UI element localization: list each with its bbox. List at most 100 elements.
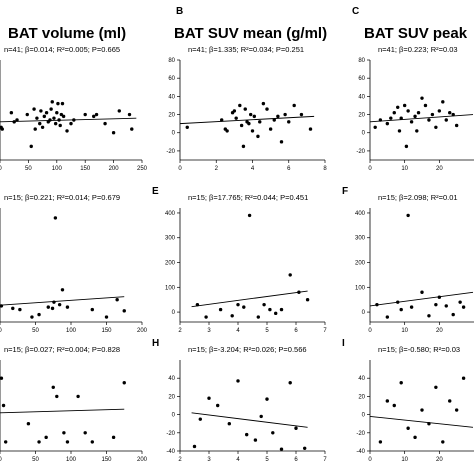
data-point <box>434 125 438 129</box>
regression-line <box>191 412 308 428</box>
y-tick-label: -20 <box>356 431 365 437</box>
data-point <box>55 394 59 399</box>
data-point <box>122 381 126 385</box>
x-tick-label: 10 <box>401 328 408 334</box>
data-point <box>385 121 390 126</box>
y-tick-label: 300 <box>355 236 366 242</box>
data-point <box>207 396 211 400</box>
x-tick-label: 20 <box>436 166 443 172</box>
column-title-suv-mean: BAT SUV mean (g/ml) <box>174 25 327 42</box>
data-point <box>0 304 4 308</box>
data-point <box>230 314 234 318</box>
data-point <box>441 440 445 444</box>
data-point <box>117 109 121 113</box>
data-point <box>227 422 231 426</box>
x-tick-label: 150 <box>101 457 112 463</box>
data-point <box>12 120 16 124</box>
data-point <box>44 111 49 115</box>
data-point <box>218 307 223 312</box>
data-point <box>56 101 60 106</box>
stats-text: n=15; β=0.221; R²=0.014; P=0.679 <box>4 193 120 202</box>
data-point <box>268 307 272 312</box>
x-tick-label: 100 <box>66 328 77 334</box>
data-point <box>104 315 109 319</box>
panel-d: n=15; β=0.221; R²=0.014; P=0.679 0 50 100 15… <box>0 193 148 334</box>
y-tick-label: -20 <box>166 431 175 437</box>
x-tick-label: 2 <box>215 166 219 172</box>
data-point <box>232 109 237 113</box>
data-point <box>396 105 400 109</box>
data-point <box>268 127 273 131</box>
stats-text: n=15; β=2.098; R²=0.01 <box>378 193 458 202</box>
data-point <box>404 144 409 149</box>
data-point <box>265 397 269 401</box>
stats-text: n=41; β=1.335; R²=0.034; P=0.251 <box>188 45 304 54</box>
y-tick-label: 40 <box>358 94 365 100</box>
data-point <box>92 114 96 119</box>
x-tick-label: 3 <box>207 457 211 463</box>
data-point <box>253 438 258 442</box>
data-point <box>434 385 438 389</box>
x-tick-label: 2 <box>178 457 182 463</box>
data-point <box>185 125 189 129</box>
x-tick-label: 7 <box>323 457 327 463</box>
panel-f: Fn=15; β=2.098; R²=0.01 0 10 20 400 300 200 100… <box>342 186 474 334</box>
data-point <box>292 103 296 108</box>
x-tick-label: 0 <box>0 166 2 172</box>
data-point <box>461 305 466 309</box>
data-point <box>461 376 466 380</box>
data-point <box>274 311 278 316</box>
x-tick-label: 20 <box>436 457 443 463</box>
data-point <box>72 118 76 122</box>
y-tick-label: 200 <box>165 261 176 267</box>
data-point <box>44 435 48 440</box>
data-point <box>413 435 417 440</box>
y-tick-label: 300 <box>165 236 176 242</box>
data-point <box>262 302 266 307</box>
data-point <box>236 379 240 383</box>
panel-letter: I <box>342 338 345 349</box>
column-title-suv-peak: BAT SUV peak <box>364 25 468 42</box>
data-point <box>37 440 41 444</box>
x-tick-label: 4 <box>236 457 240 463</box>
y-tick-label: 400 <box>165 211 176 217</box>
y-tick-label: 200 <box>355 261 366 267</box>
data-point <box>250 129 255 133</box>
data-point <box>57 302 62 307</box>
data-point <box>11 306 15 311</box>
data-point <box>62 431 66 435</box>
data-point <box>50 100 54 104</box>
x-tick-label: 10 <box>401 457 408 463</box>
data-point <box>378 118 383 122</box>
data-point <box>204 315 208 319</box>
y-tick-label: 80 <box>358 58 365 64</box>
data-point <box>389 116 393 120</box>
data-point <box>247 121 251 126</box>
data-point <box>243 107 247 111</box>
regression-line <box>0 408 125 414</box>
data-point <box>261 101 266 106</box>
data-point <box>216 403 220 408</box>
data-point <box>115 297 119 302</box>
data-point <box>30 315 34 319</box>
data-point <box>392 111 396 115</box>
data-point <box>308 127 313 131</box>
data-point <box>245 432 249 437</box>
data-point <box>241 144 246 149</box>
data-point <box>454 123 459 128</box>
x-tick-label: 150 <box>101 328 112 334</box>
y-tick-label: 40 <box>168 376 175 382</box>
data-point <box>9 111 14 115</box>
stats-text: n=41; β=0.223; R²=0.03 <box>378 45 458 54</box>
y-tick-label: 20 <box>358 394 365 400</box>
data-point <box>252 114 257 119</box>
data-point <box>409 120 414 124</box>
regression-line <box>0 296 125 306</box>
x-tick-label: 0 <box>368 166 372 172</box>
x-tick-label: 3 <box>207 328 211 334</box>
data-point <box>256 134 260 139</box>
data-point <box>427 314 431 318</box>
data-point <box>437 109 442 113</box>
data-point <box>373 125 377 129</box>
